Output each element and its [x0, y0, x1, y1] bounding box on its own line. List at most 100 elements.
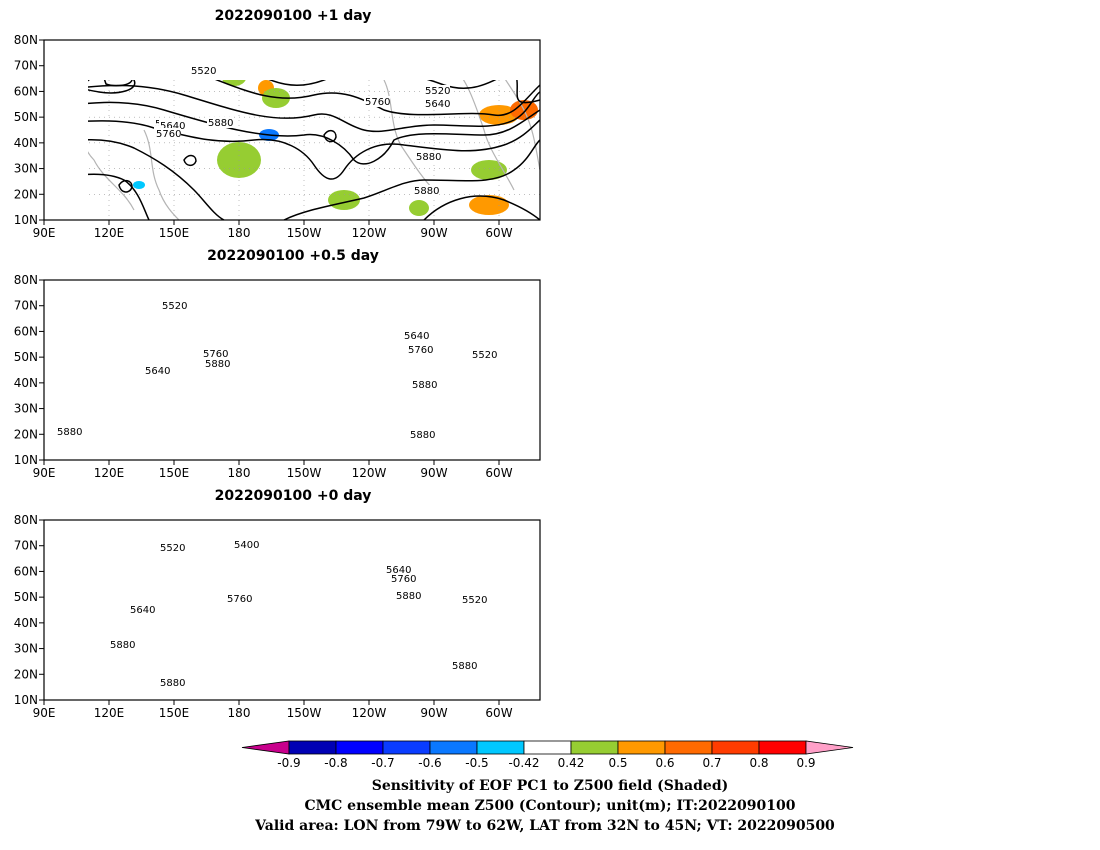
coastline — [44, 538, 164, 552]
lon-tick-label: 120W — [352, 466, 387, 480]
map-frame — [43, 279, 541, 461]
map-frame — [43, 39, 541, 221]
lon-tick-label: 150E — [159, 706, 190, 720]
z500-contour — [88, 80, 136, 94]
colorbar-tick-label: 0.6 — [655, 756, 674, 770]
lon-tick-label: 60W — [485, 466, 512, 480]
caption-line-3: Valid area: LON from 79W to 62W, LAT fro… — [254, 818, 835, 834]
lat-tick-label: 50N — [14, 350, 38, 364]
colorbar-tick-label: -0.42 — [508, 756, 539, 770]
coastline — [462, 80, 515, 191]
contour-label-bg — [56, 426, 82, 437]
lat-tick-label: 80N — [14, 273, 38, 287]
z500-contour — [239, 71, 262, 79]
z500-contour — [423, 195, 541, 221]
z500-contour — [429, 63, 451, 76]
map-panel-2: 2022090100 +0.5 day 5520 5760 5640 5880 5640 5… — [14, 248, 544, 480]
lat-tick-label: 60N — [14, 324, 38, 338]
contour-label-bg — [159, 542, 185, 553]
colorbar-tick-label: 0.9 — [796, 756, 815, 770]
sensitivity-shading — [214, 375, 254, 425]
contour-label: 5640 — [386, 565, 411, 576]
contour-label: 5520 — [191, 66, 216, 77]
sensitivity-shading — [318, 574, 330, 586]
contour-label-bg — [161, 300, 187, 311]
sensitivity-shading — [206, 368, 262, 432]
lat-tick-label: 20N — [14, 427, 38, 441]
contour-label-bg — [129, 604, 155, 615]
lon-tick-label: 180 — [228, 706, 251, 720]
z500-contour — [214, 80, 541, 116]
contour-label: 5640 — [404, 331, 429, 342]
z500-contour — [319, 613, 332, 621]
colorbar-cell — [664, 740, 713, 755]
contour-label-bg — [109, 639, 135, 650]
sensitivity-shading — [242, 295, 286, 315]
lat-tick-label: 40N — [14, 616, 38, 630]
map-panels: 2022090100 +1 day55205640576058805640576… — [14, 8, 544, 720]
colorbar-tick-label: -0.7 — [371, 756, 394, 770]
coastline — [344, 525, 464, 533]
map-frame — [43, 519, 541, 701]
colorbar-tick-label: 0.42 — [558, 756, 585, 770]
sensitivity-shading — [90, 537, 118, 547]
lat-tick-label: 20N — [14, 187, 38, 201]
coastline — [88, 150, 135, 211]
contour-label: 5880 — [396, 591, 421, 602]
sensitivity-shading — [362, 542, 386, 554]
contour-label-bg — [471, 349, 497, 360]
z500-contour — [44, 314, 540, 352]
lon-tick-label: 90W — [420, 466, 447, 480]
lat-tick-label: 40N — [14, 136, 38, 150]
lon-tick-label: 180 — [228, 226, 251, 240]
sensitivity-shading — [309, 408, 369, 452]
panel-title: 2022090100 +0 day — [215, 488, 372, 504]
lon-tick-label: 90W — [420, 706, 447, 720]
colorbar-tick-label: 0.5 — [608, 756, 627, 770]
contour-label: 5520 — [462, 595, 487, 606]
z500-contour — [99, 311, 139, 329]
z500-contour — [103, 80, 133, 87]
contour-label-bg — [385, 564, 411, 575]
coastline — [143, 129, 180, 221]
lat-tick-label: 80N — [14, 513, 38, 527]
panel-title: 2022090100 +0.5 day — [207, 248, 379, 264]
lon-tick-label: 150W — [287, 706, 322, 720]
sensitivity-shading — [524, 425, 544, 445]
z500-contour — [319, 63, 349, 79]
coastline — [64, 580, 134, 690]
lat-tick-label: 70N — [14, 59, 38, 73]
contour-label-bg — [413, 185, 439, 196]
coastline — [344, 45, 464, 53]
contour-label: 5520 — [160, 543, 185, 554]
map-content — [44, 280, 544, 460]
lon-tick-label: 120E — [94, 466, 125, 480]
lat-tick-label: 40N — [14, 376, 38, 390]
z500-contour — [44, 294, 540, 339]
colorbar-cell — [758, 740, 807, 755]
sensitivity-shading — [134, 679, 154, 691]
lat-tick-label: 80N — [14, 33, 38, 47]
z500-contour — [183, 154, 197, 167]
z500-contour — [44, 369, 540, 434]
lat-tick-label: 20N — [14, 667, 38, 681]
z500-contour — [119, 426, 132, 437]
sensitivity-shading — [258, 416, 290, 444]
z500-contour — [224, 298, 269, 317]
lon-tick-label: 90E — [33, 226, 56, 240]
contour-label: 5760 — [156, 129, 181, 140]
contour-label: 5760 — [408, 345, 433, 356]
z500-contour — [104, 553, 136, 568]
colorbar-tick-label: -0.5 — [465, 756, 488, 770]
contour-label: 5880 — [452, 661, 477, 672]
coastline — [44, 298, 164, 312]
z500-contour — [44, 333, 540, 370]
contour-label-bg — [233, 539, 259, 550]
colorbar-low-extend — [241, 740, 290, 755]
sensitivity-shading — [384, 295, 424, 315]
lat-tick-label: 60N — [14, 84, 38, 98]
sensitivity-shading — [314, 280, 374, 300]
z500-contour — [118, 179, 133, 193]
colorbar-cell — [617, 740, 666, 755]
